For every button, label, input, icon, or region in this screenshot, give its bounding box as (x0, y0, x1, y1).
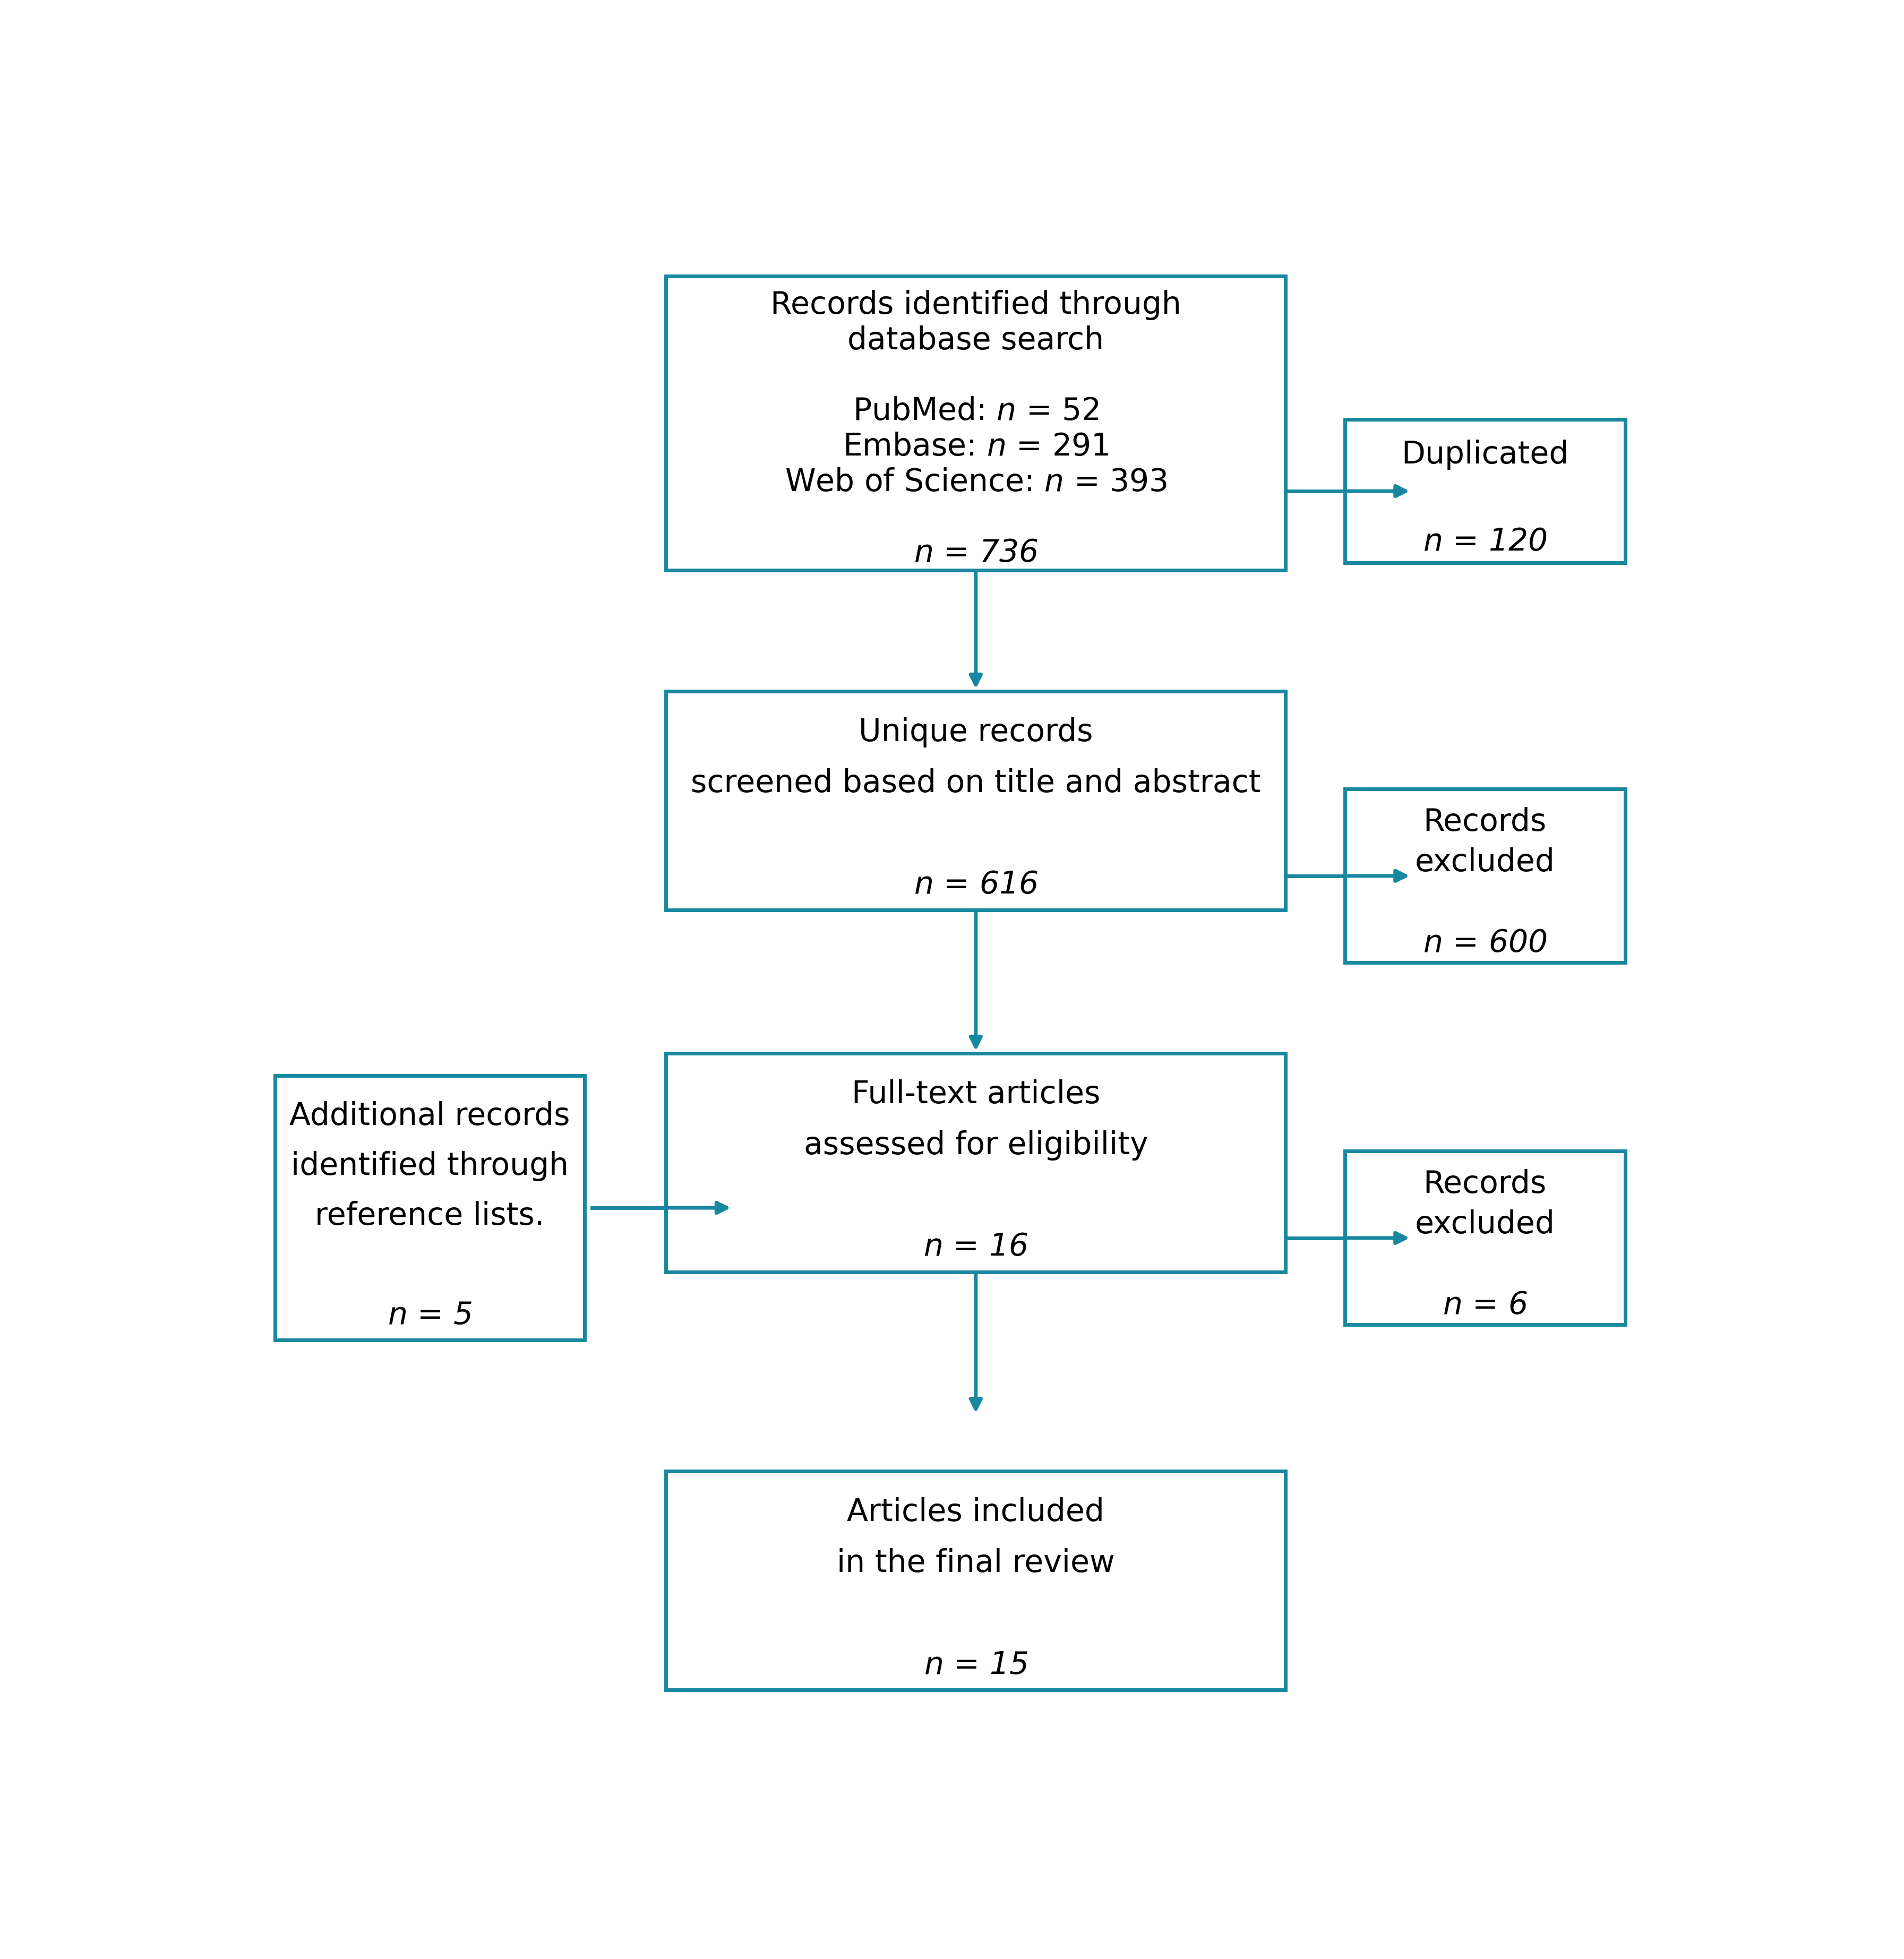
Text: Unique records: Unique records (859, 717, 1093, 746)
Text: in the final review: in the final review (836, 1548, 1116, 1577)
Text: $n$ = 120: $n$ = 120 (1422, 527, 1546, 556)
Text: Articles included: Articles included (847, 1497, 1104, 1528)
Bar (1344, 419, 1626, 562)
Text: $n$ = 5: $n$ = 5 (388, 1301, 472, 1330)
Text: assessed for eligibility: assessed for eligibility (803, 1130, 1148, 1160)
Bar (1344, 789, 1626, 964)
Text: excluded: excluded (1415, 1209, 1556, 1240)
Bar (1344, 1152, 1626, 1324)
Text: PubMed: $n$ = 52: PubMed: $n$ = 52 (853, 396, 1099, 427)
Text: Duplicated: Duplicated (1401, 439, 1569, 470)
Text: $n$ = 6: $n$ = 6 (1443, 1289, 1527, 1320)
Bar (666, 1471, 1285, 1691)
Text: Embase: $n$ = 291: Embase: $n$ = 291 (843, 431, 1108, 462)
Text: Full-text articles: Full-text articles (851, 1079, 1101, 1109)
Text: database search: database search (847, 325, 1104, 355)
Bar (666, 1054, 1285, 1271)
Text: $n$ = 16: $n$ = 16 (923, 1232, 1028, 1262)
Bar (666, 276, 1285, 570)
Bar (274, 1075, 585, 1340)
Bar (666, 692, 1285, 911)
Text: $n$ = 616: $n$ = 616 (914, 870, 1038, 899)
Text: identified through: identified through (291, 1150, 569, 1181)
Text: Records: Records (1422, 1170, 1546, 1199)
Text: Additional records: Additional records (289, 1101, 569, 1130)
Text: $n$ = 600: $n$ = 600 (1422, 929, 1546, 958)
Text: screened based on title and abstract: screened based on title and abstract (691, 768, 1260, 797)
Text: excluded: excluded (1415, 846, 1556, 878)
Text: reference lists.: reference lists. (314, 1201, 545, 1230)
Text: Records: Records (1422, 807, 1546, 836)
Text: Web of Science: $n$ = 393: Web of Science: $n$ = 393 (784, 466, 1167, 498)
Text: $n$ = 15: $n$ = 15 (923, 1649, 1028, 1679)
Text: $n$ = 736: $n$ = 736 (914, 539, 1038, 568)
Text: Records identified through: Records identified through (771, 290, 1180, 319)
